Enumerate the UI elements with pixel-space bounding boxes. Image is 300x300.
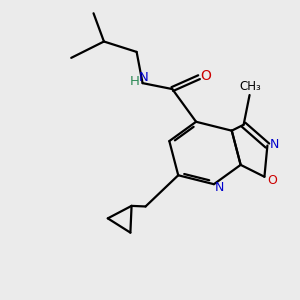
Text: O: O bbox=[200, 69, 211, 83]
Text: O: O bbox=[267, 174, 277, 187]
Text: N: N bbox=[270, 138, 280, 151]
Text: N: N bbox=[215, 181, 224, 194]
Text: H: H bbox=[129, 75, 139, 88]
Text: CH₃: CH₃ bbox=[239, 80, 261, 93]
Text: N: N bbox=[139, 71, 149, 84]
